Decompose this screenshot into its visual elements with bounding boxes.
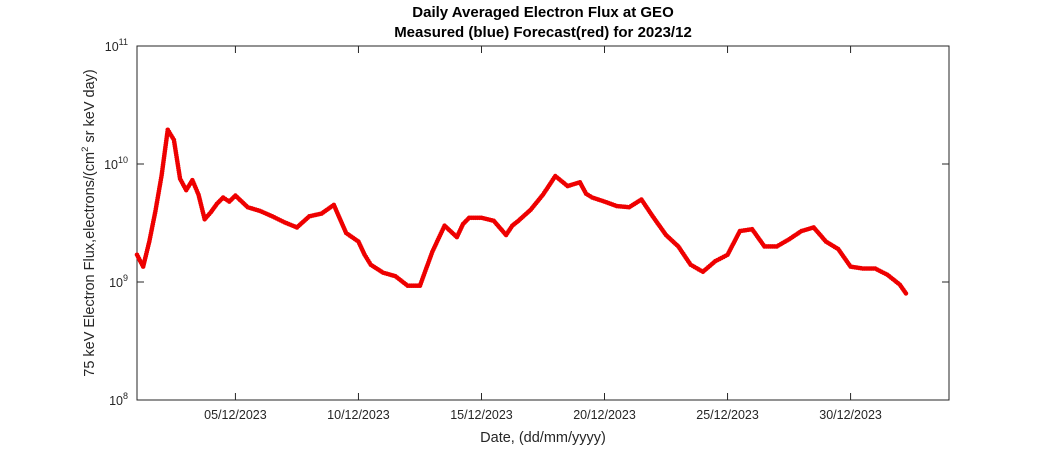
y-tick-label-exponent: 11 xyxy=(119,37,128,47)
y-tick-label: 108 xyxy=(109,391,128,408)
y-tick-label: 1010 xyxy=(104,155,128,172)
x-tick-label: 15/12/2023 xyxy=(450,408,513,422)
y-tick-label: 109 xyxy=(109,273,128,290)
chart-title: Daily Averaged Electron Flux at GEO xyxy=(412,4,674,21)
y-tick-label-base: 10 xyxy=(105,40,119,54)
x-axis-ticks: 05/12/2023 10/12/2023 15/12/2023 20/12/2023… xyxy=(204,46,882,422)
y-tick-label-exponent: 9 xyxy=(123,273,128,283)
y-tick-label-exponent: 10 xyxy=(118,155,128,165)
y-axis-label-superscript: 2 xyxy=(80,147,91,152)
y-axis-label: 75 keV Electron Flux,electrons/(cm2 sr k… xyxy=(80,69,98,377)
y-axis-label-main: 75 keV Electron Flux,electrons/(cm xyxy=(82,152,98,377)
y-axis-label-tail: sr keV day) xyxy=(82,69,98,146)
data-points-forecast xyxy=(134,127,909,296)
chart-subtitle: Measured (blue) Forecast(red) for 2023/1… xyxy=(394,24,692,41)
y-tick-label-exponent: 8 xyxy=(123,391,128,401)
y-tick-label: 1011 xyxy=(105,37,128,54)
x-tick-label: 25/12/2023 xyxy=(696,408,759,422)
x-tick-label: 05/12/2023 xyxy=(204,408,267,422)
x-axis-label: Date, (dd/mm/yyyy) xyxy=(480,430,606,446)
y-tick-label-base: 10 xyxy=(104,158,118,172)
y-tick-label-base: 10 xyxy=(109,394,123,408)
x-tick-label: 20/12/2023 xyxy=(573,408,636,422)
plot-area-frame xyxy=(136,45,950,401)
data-point xyxy=(903,291,909,296)
y-tick-label-base: 10 xyxy=(109,276,123,290)
x-tick-label: 10/12/2023 xyxy=(327,408,390,422)
x-tick-label: 30/12/2023 xyxy=(819,408,882,422)
